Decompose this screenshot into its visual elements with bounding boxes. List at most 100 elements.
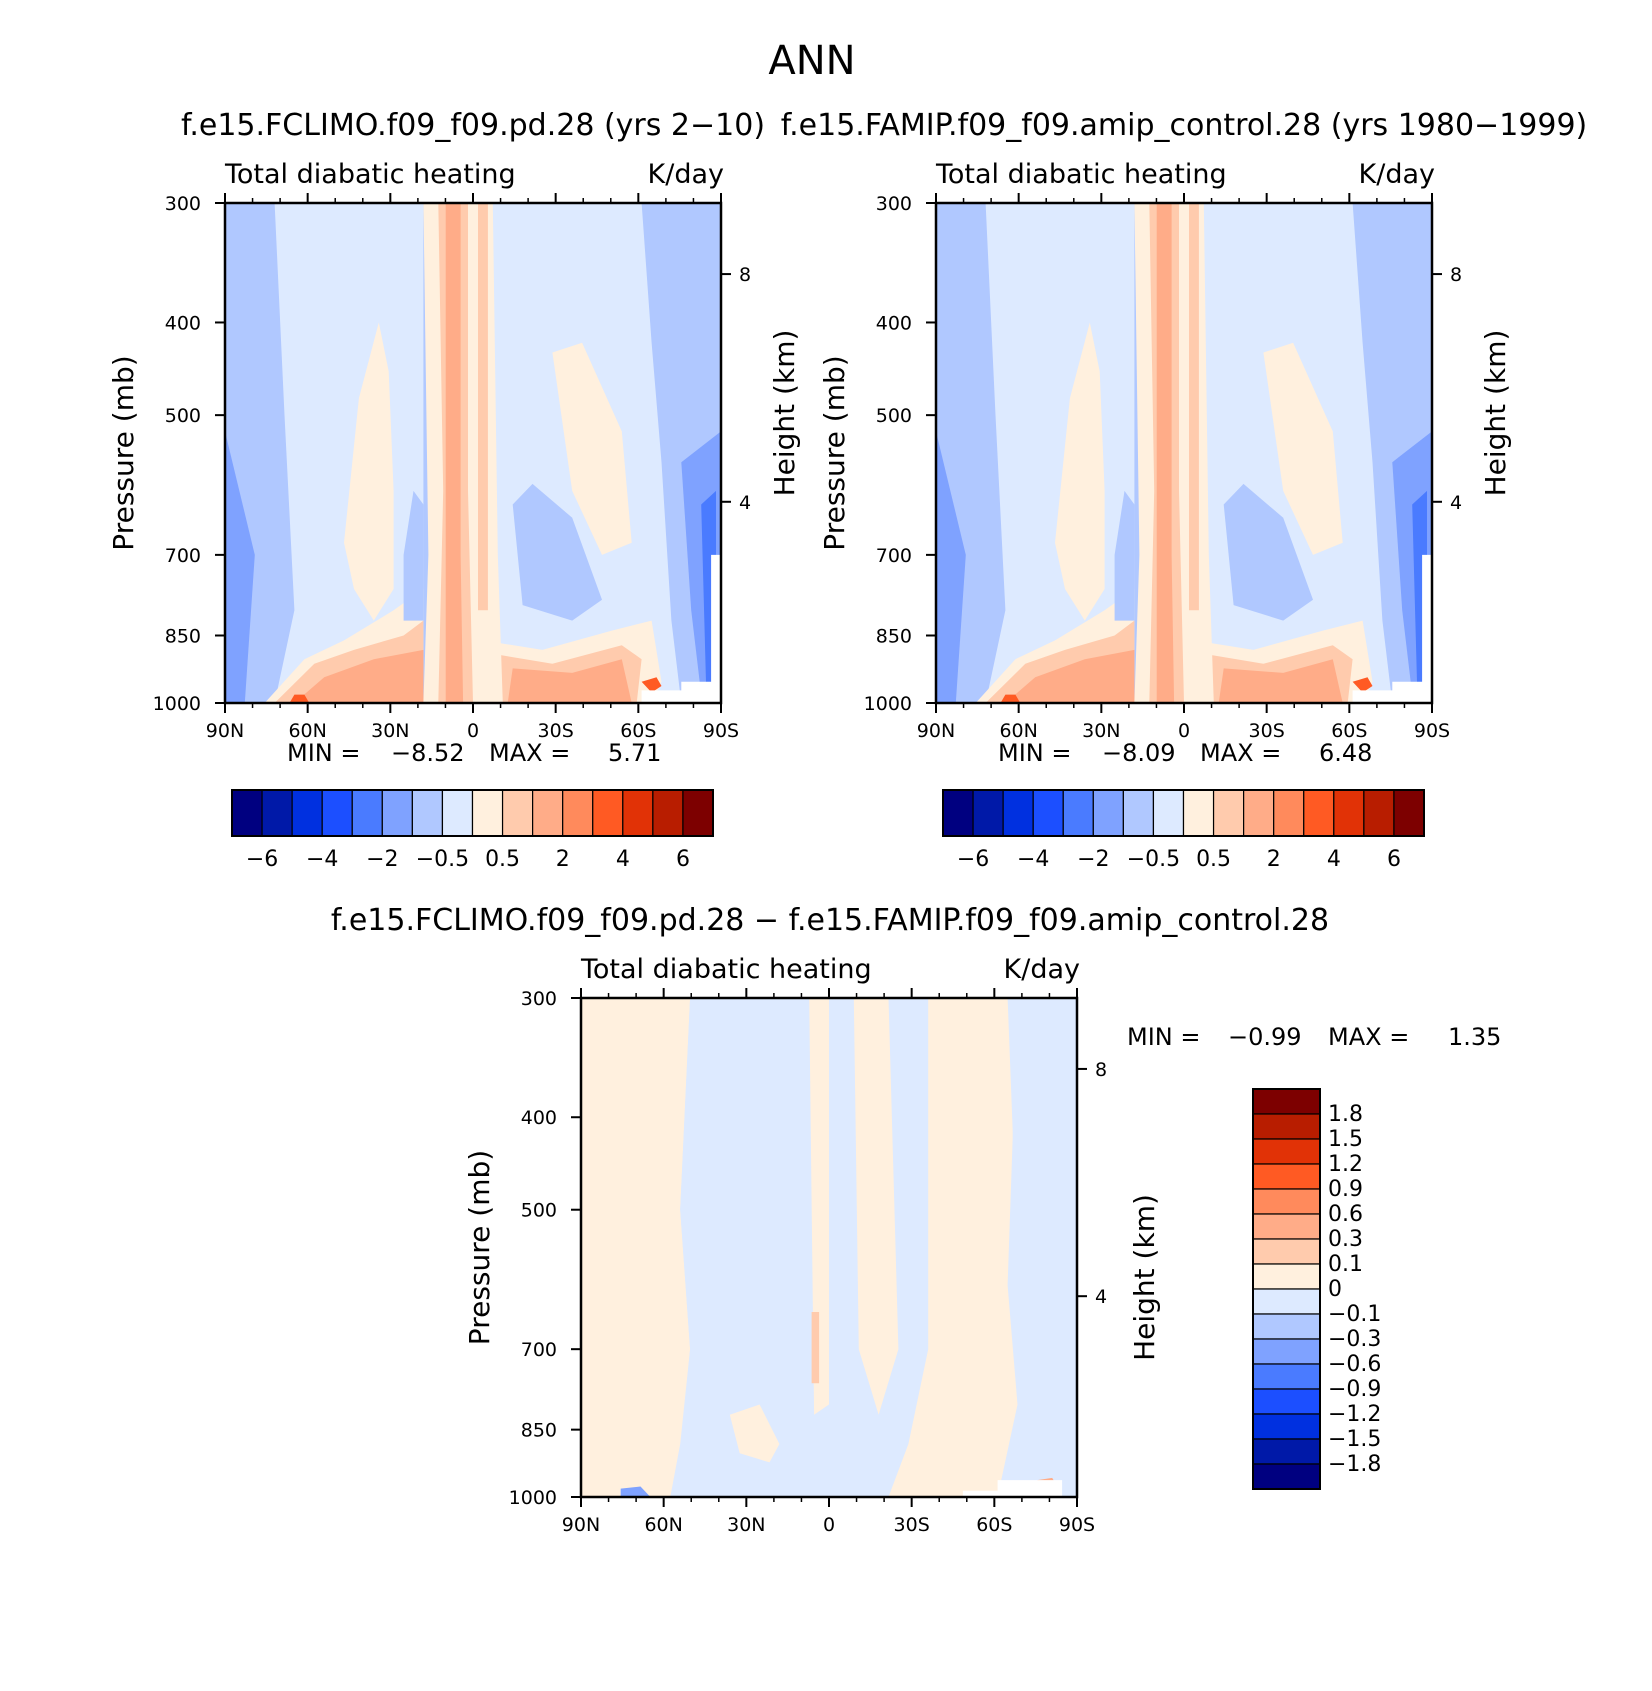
x-tick-label: 30N xyxy=(371,720,409,742)
y2-axis-title: Height (km) xyxy=(1128,1194,1161,1361)
colorbar-label: 1.8 xyxy=(1328,1102,1363,1127)
y2-tick-label: 4 xyxy=(1095,1286,1107,1308)
colorbar-box xyxy=(471,789,504,837)
x-tick-label: 60N xyxy=(288,720,326,742)
y-tick-label: 500 xyxy=(521,1200,557,1222)
colorbar-label: −2 xyxy=(366,847,398,872)
x-tick-label: 30N xyxy=(727,1514,765,1536)
colorbar-box xyxy=(1252,1263,1321,1290)
y2-axis-title: Height (km) xyxy=(1479,330,1512,497)
colorbar-box xyxy=(1182,789,1215,837)
y2-tick-label: 8 xyxy=(1095,1059,1107,1081)
y2-axis-title: Height (km) xyxy=(768,330,801,497)
colorbar-box xyxy=(1032,789,1064,837)
contour-nh-polar-core xyxy=(225,431,255,703)
colorbar-box xyxy=(1333,789,1365,837)
min-value: −0.99 xyxy=(1228,1023,1302,1051)
x-tick-label: 30S xyxy=(894,1514,930,1536)
colorbar-box xyxy=(622,789,654,837)
colorbar-box xyxy=(231,789,263,837)
colorbar-box xyxy=(1252,1388,1321,1415)
colorbar-label: 6 xyxy=(1387,847,1401,872)
contour-nh-subtropic-low xyxy=(1114,490,1135,621)
colorbar-label: −0.5 xyxy=(416,847,469,872)
contour-diff-equator-warm xyxy=(809,998,829,1415)
colorbar-label: −1.8 xyxy=(1328,1452,1381,1477)
contour-sh-subtropic-low xyxy=(512,483,602,621)
colorbar-box xyxy=(1252,1188,1321,1215)
colorbar-frame xyxy=(942,789,1425,837)
max-value: 6.48 xyxy=(1319,739,1372,767)
colorbar-box xyxy=(1252,1163,1321,1190)
colorbar-label: −4 xyxy=(1017,847,1049,872)
y-axis-title: Pressure (mb) xyxy=(463,1150,496,1345)
x-tick-label: 90N xyxy=(917,720,955,742)
y-tick-label: 700 xyxy=(876,545,912,567)
y2-tick-label: 8 xyxy=(739,264,751,286)
contour-diff-nh-warm xyxy=(581,998,691,1497)
colorbar-box xyxy=(411,789,444,837)
contour-nh-polar-core xyxy=(936,431,966,703)
x-tick-label: 90N xyxy=(206,720,244,742)
missing-data-right-edge xyxy=(1422,554,1432,686)
colorbar-box xyxy=(592,789,624,837)
colorbar-box xyxy=(1252,1338,1321,1365)
colorbar-box xyxy=(1092,789,1124,837)
variable-label: Total diabatic heating xyxy=(224,159,516,190)
x-tick-label: 30N xyxy=(1082,720,1120,742)
colorbar-label: 0.5 xyxy=(485,847,520,872)
y-axis-title: Pressure (mb) xyxy=(818,355,851,550)
min-label: MIN = xyxy=(998,739,1071,767)
max-label: MAX = xyxy=(1200,739,1281,767)
max-value: 1.35 xyxy=(1448,1023,1501,1051)
colorbar-label: 4 xyxy=(1327,847,1341,872)
colorbar-box xyxy=(1243,789,1275,837)
colorbar-box xyxy=(532,789,564,837)
contour-sh-subtropic-low xyxy=(1223,483,1313,621)
y-tick-label: 300 xyxy=(165,193,201,215)
y-tick-label: 1000 xyxy=(864,693,912,715)
colorbar-label: −4 xyxy=(306,847,338,872)
colorbar-box xyxy=(1252,1138,1321,1165)
y-tick-label: 500 xyxy=(876,405,912,427)
y-tick-label: 700 xyxy=(521,1339,557,1361)
colorbar-box xyxy=(381,789,413,837)
colorbar-label: 0.5 xyxy=(1196,847,1231,872)
min-label: MIN = xyxy=(1127,1023,1200,1051)
panel-amip: f.e15.FAMIP.f09_f09.amip_control.28 (yrs… xyxy=(781,108,1588,872)
contour-field xyxy=(225,203,721,703)
figure-title: ANN xyxy=(768,38,855,84)
x-tick-label: 60S xyxy=(1331,720,1367,742)
min-value: −8.09 xyxy=(1102,739,1176,767)
y-tick-label: 850 xyxy=(876,626,912,648)
y-tick-label: 1000 xyxy=(153,693,201,715)
max-label: MAX = xyxy=(1328,1023,1409,1051)
colorbar-label: −1.2 xyxy=(1328,1402,1381,1427)
y-tick-label: 850 xyxy=(165,626,201,648)
colorbar-box xyxy=(1252,1313,1321,1340)
contour-nh-boundary-core xyxy=(294,649,424,703)
variable-label: Total diabatic heating xyxy=(580,954,872,985)
colorbar-box xyxy=(1273,789,1305,837)
colorbar-label: −1.5 xyxy=(1328,1427,1381,1452)
colorbar-label: 0.6 xyxy=(1328,1202,1363,1227)
contour-itcz-core xyxy=(445,203,464,703)
panel-title: f.e15.FCLIMO.f09_f09.pd.28 (yrs 2−10) xyxy=(181,108,765,143)
colorbar-label: 2 xyxy=(556,847,570,872)
panel-climo: f.e15.FCLIMO.f09_f09.pd.28 (yrs 2−10) Tot… xyxy=(107,108,801,872)
colorbar-box xyxy=(1212,789,1245,837)
y2-tick-label: 4 xyxy=(739,492,751,514)
contour-sh-upper-warm xyxy=(1263,342,1343,555)
missing-data-antarctic xyxy=(641,681,721,703)
colorbar-frame xyxy=(1252,1088,1321,1490)
y-tick-label: 300 xyxy=(521,988,557,1010)
contour-itcz-core xyxy=(1156,203,1175,703)
colorbar-box xyxy=(291,789,323,837)
colorbar-label: 2 xyxy=(1267,847,1281,872)
colorbar-label: −0.6 xyxy=(1328,1352,1381,1377)
contour-diff-sh-midlat-warm xyxy=(888,998,1018,1497)
x-tick-label: 60S xyxy=(620,720,656,742)
y2-tick-label: 8 xyxy=(1450,264,1462,286)
max-label: MAX = xyxy=(489,739,570,767)
